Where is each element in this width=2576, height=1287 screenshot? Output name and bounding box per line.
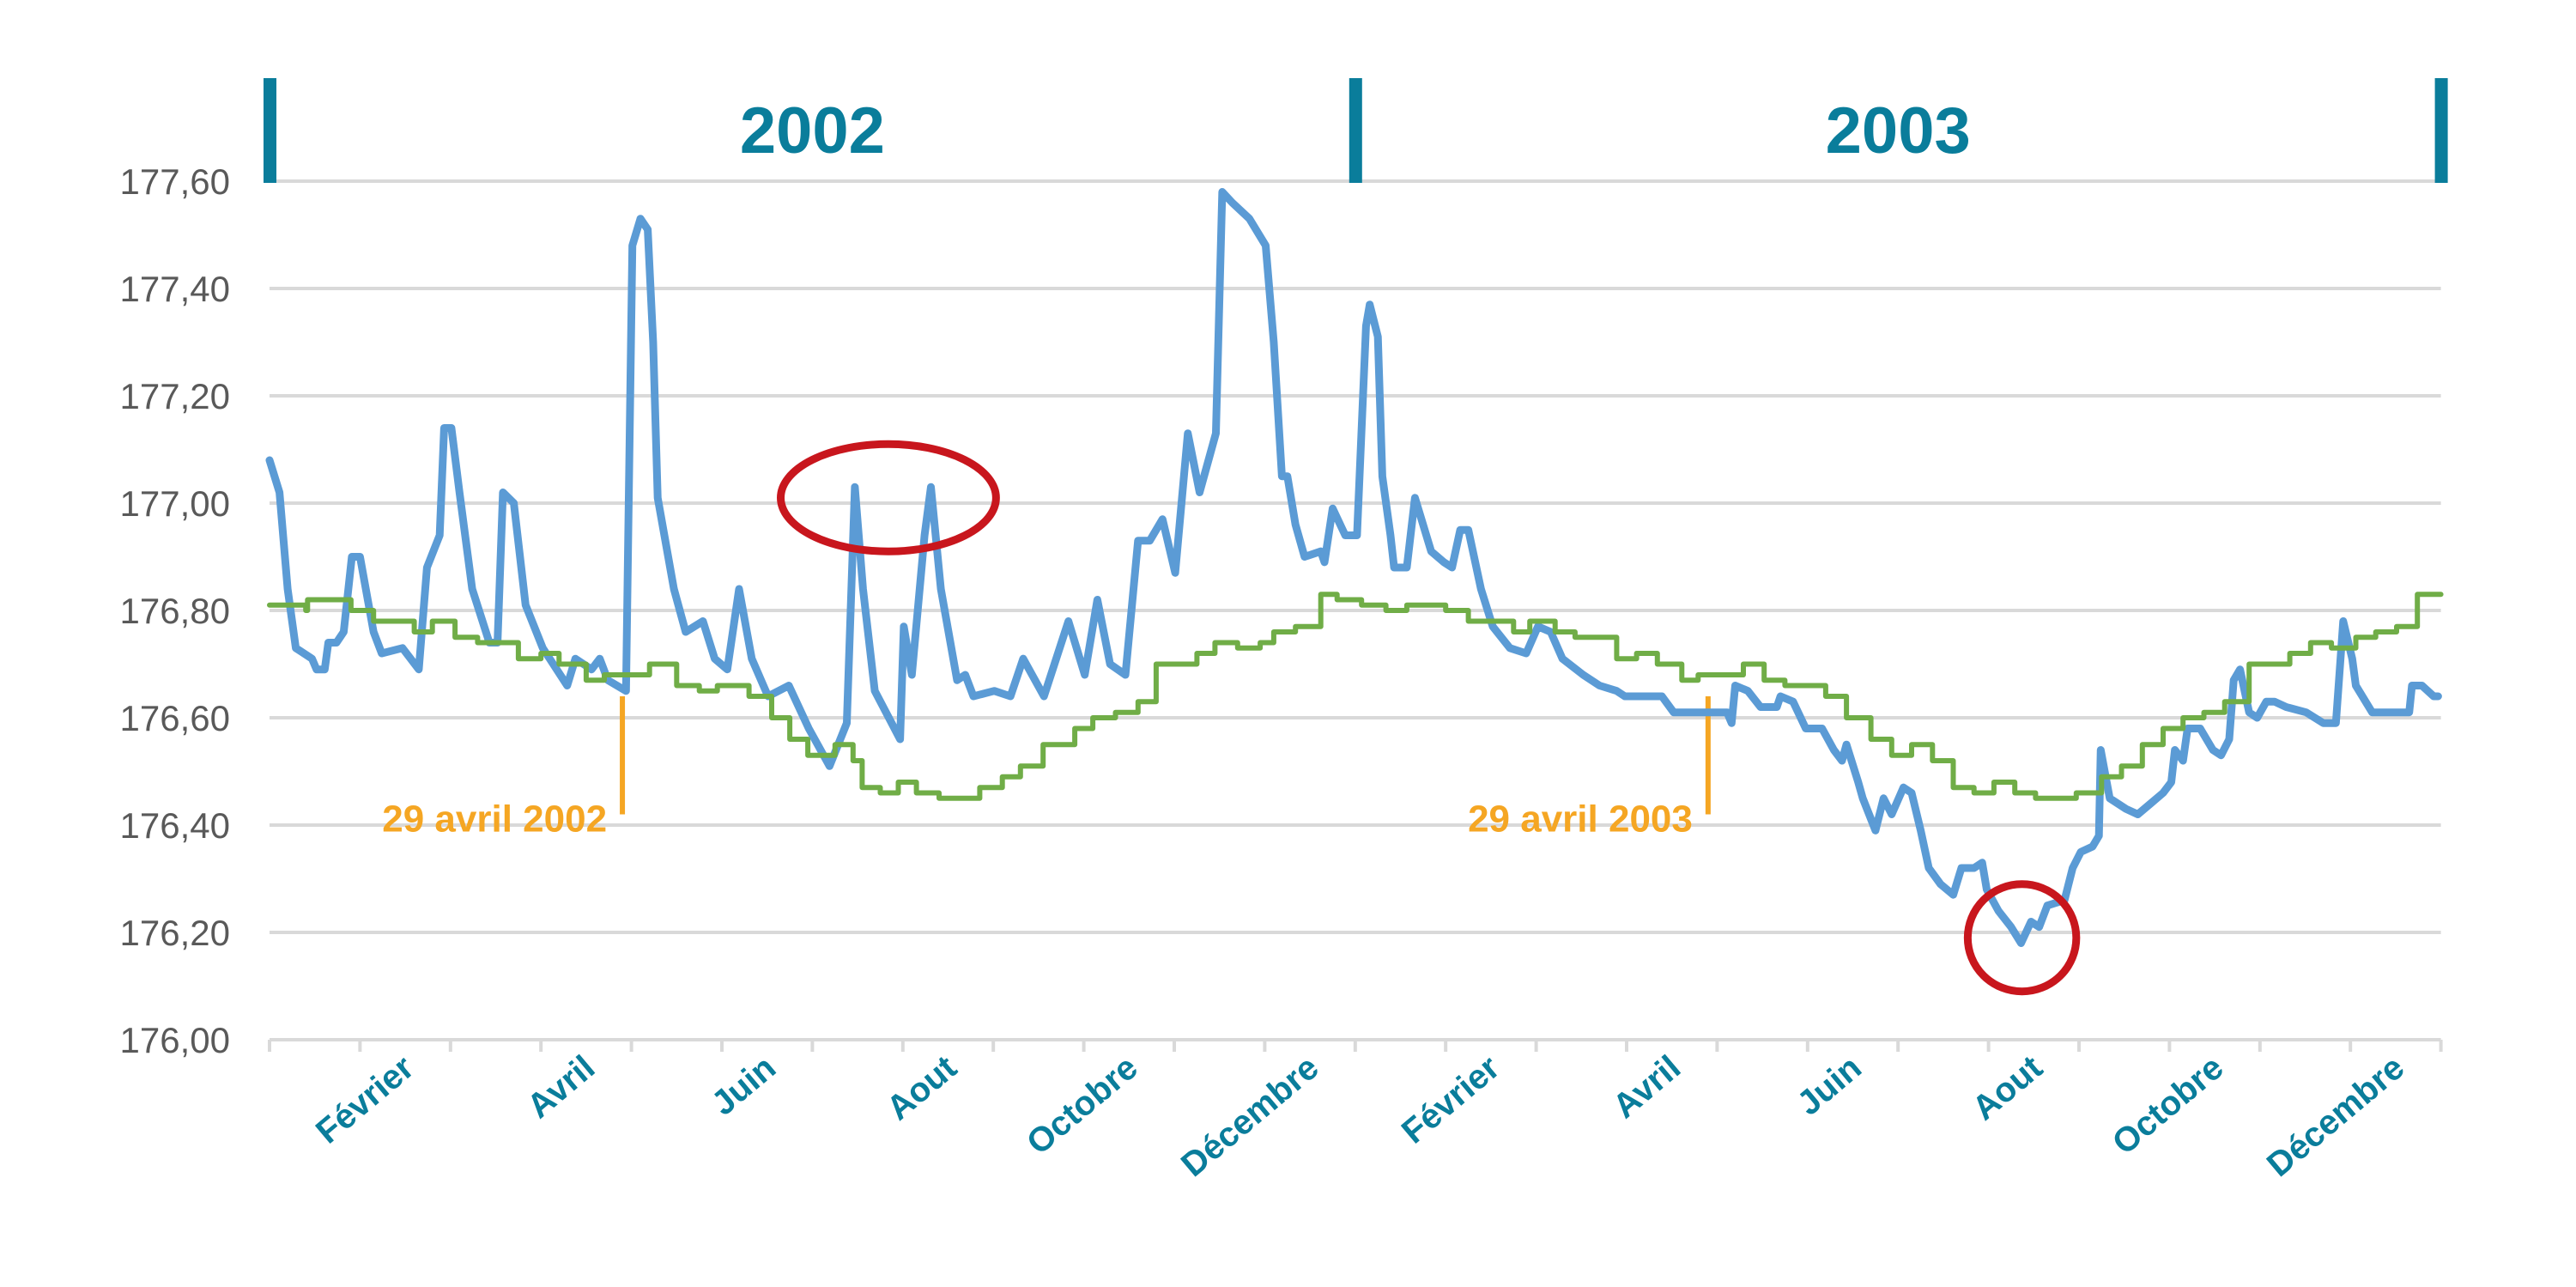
y-tick-label: 176,40 [120, 805, 230, 846]
x-tick-label: Octobre [2106, 1048, 2231, 1162]
highlight-circles [777, 440, 2081, 996]
y-tick-label: 176,60 [120, 698, 230, 738]
y-axis: 177,60 177,40 177,20 177,00 176,80 176,60 176,… [120, 161, 230, 1060]
highlight-circle [1963, 880, 2081, 996]
series-lines [265, 188, 2444, 947]
y-tick-label: 176,80 [120, 591, 230, 631]
series-line-reference [267, 592, 2444, 801]
year-label: 2002 [740, 94, 885, 167]
gridlines [270, 179, 2441, 1041]
x-axis: Février Avril Juin Aout Octobre Décembre Févri… [268, 1040, 2443, 1184]
x-tick-label: Juin [1791, 1048, 1869, 1123]
y-tick-label: 177,20 [120, 376, 230, 416]
y-tick-label: 177,40 [120, 269, 230, 309]
year-separator-bar [2434, 78, 2448, 183]
x-tick-label: Avril [520, 1048, 602, 1126]
x-tick-label: Décembre [2260, 1048, 2411, 1184]
x-tick-label: Aout [880, 1048, 964, 1127]
x-tick-label: Aout [1966, 1048, 2050, 1127]
y-tick-label: 177,60 [120, 161, 230, 202]
x-tick-label: Juin [705, 1048, 783, 1123]
year-separator-bar [1349, 78, 1362, 183]
x-tick-label: Décembre [1174, 1048, 1325, 1184]
annotations: 29 avril 2002 29 avril 2003 [382, 696, 1711, 841]
x-tick-label: Février [1395, 1048, 1506, 1150]
year-label: 2003 [1826, 94, 1971, 167]
x-tick-label: Octobre [1020, 1048, 1145, 1162]
annotation-label: 29 avril 2002 [382, 798, 607, 841]
year-separator-bar [264, 78, 276, 183]
annotation-label: 29 avril 2003 [1468, 798, 1693, 841]
y-tick-label: 176,20 [120, 913, 230, 953]
year-headers: 2002 2003 [264, 78, 2448, 183]
highlight-circle [777, 440, 1000, 555]
y-tick-label: 177,00 [120, 483, 230, 524]
y-tick-label: 176,00 [120, 1020, 230, 1060]
x-tick-label: Février [309, 1048, 421, 1150]
x-tick-label: Avril [1606, 1048, 1688, 1126]
